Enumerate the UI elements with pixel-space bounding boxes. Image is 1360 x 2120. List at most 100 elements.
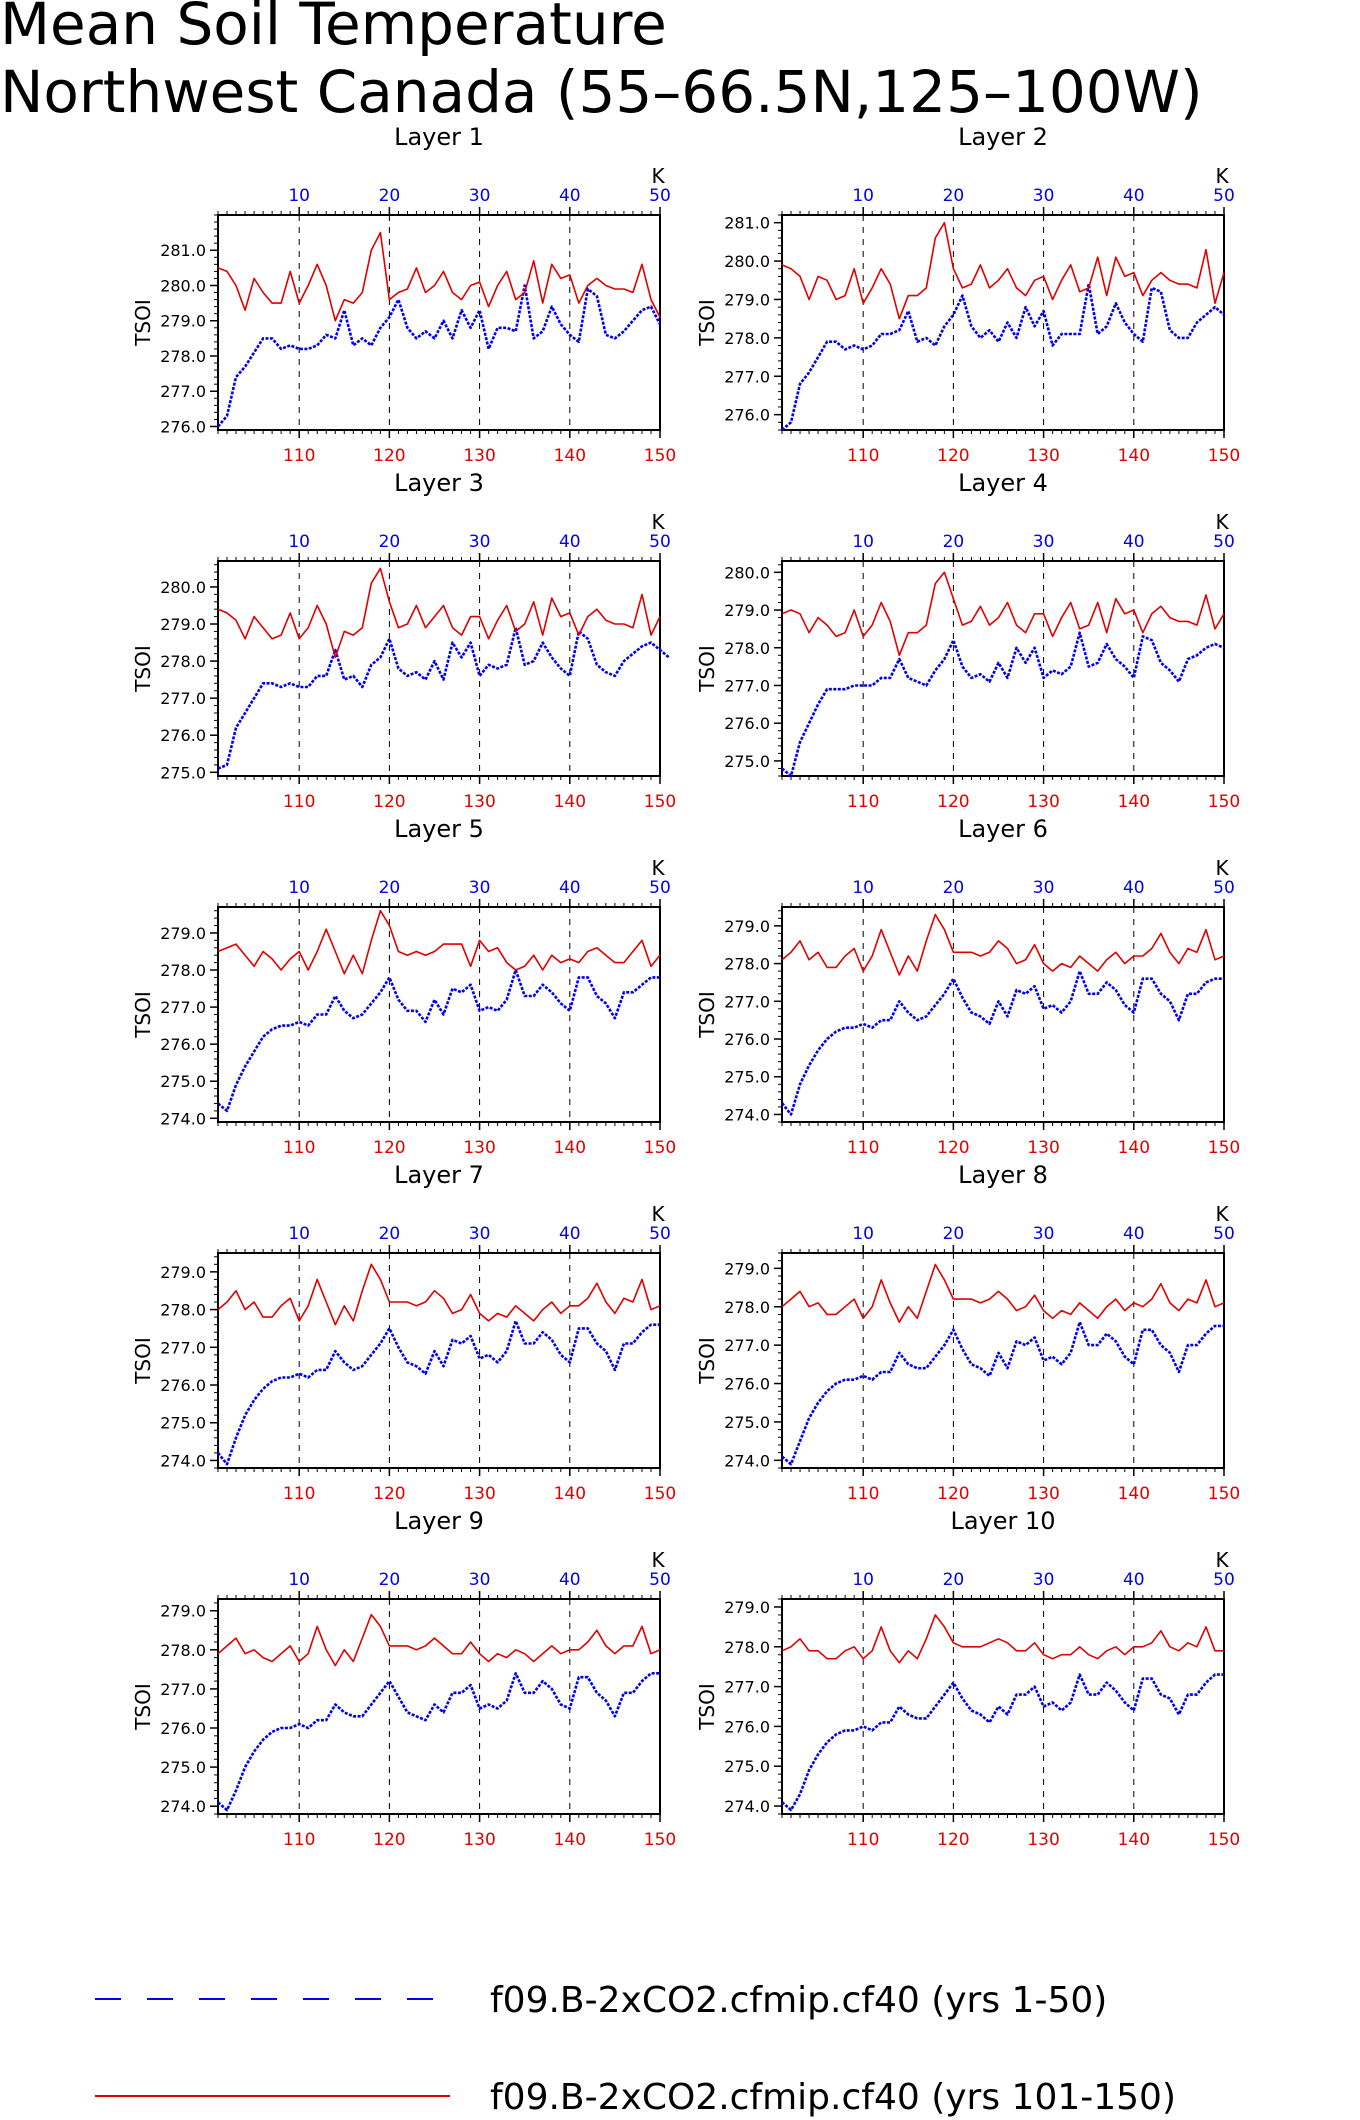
plot-frame [781, 1598, 1225, 1815]
y-tick-label: 278.0 [160, 347, 206, 366]
y-axis-label: TSOI [695, 645, 719, 693]
x-tick-label-top: 10 [288, 1224, 310, 1244]
y-tick-label: 275.0 [160, 1758, 206, 1777]
top-axis-label: K [1215, 164, 1229, 188]
plot-frame [781, 906, 1225, 1123]
x-tick-label-top: 20 [379, 186, 401, 206]
x-tick-label-top: 50 [649, 532, 671, 552]
figure-title-line2: Northwest Canada (55–66.5N,125–100W) [0, 58, 1203, 126]
panel-layer-1: Layer 1 276.0 277.0 278.0 279.0 280.0 281.0 TSO… [131, 123, 676, 466]
x-tick-label-bottom: 110 [283, 792, 315, 812]
series-line-yrs-101-150 [781, 571, 1225, 657]
x-tick-label-top: 50 [1213, 186, 1235, 206]
y-tick-label: 277.0 [160, 998, 206, 1017]
x-tick-label-top: 40 [1123, 878, 1145, 898]
y-tick-label: 276.0 [724, 1375, 770, 1394]
x-tick-label-top: 10 [288, 878, 310, 898]
y-tick-label: 276.0 [160, 417, 206, 436]
x-tick-label-bottom: 120 [937, 1484, 969, 1504]
series-line-yrs-1-50 [217, 284, 662, 428]
y-axis-label: TSOI [131, 1683, 155, 1731]
x-tick-label-bottom: 110 [847, 792, 879, 812]
y-tick-label: 278.0 [724, 1638, 770, 1657]
y-tick-label: 275.0 [724, 752, 770, 771]
panel-title: Layer 7 [394, 1161, 484, 1189]
top-axis-label: K [651, 1548, 665, 1572]
x-tick-label-bottom: 140 [554, 792, 586, 812]
x-tick-label-bottom: 110 [283, 446, 315, 466]
series-line-yrs-101-150 [781, 913, 1225, 976]
series-line-yrs-101-150 [781, 1614, 1224, 1664]
y-tick-label: 277.0 [724, 992, 770, 1011]
x-tick-label-top: 20 [943, 186, 965, 206]
top-axis-label: K [651, 164, 665, 188]
x-tick-label-bottom: 130 [1027, 792, 1059, 812]
x-tick-label-top: 50 [1213, 878, 1235, 898]
panel-title: Layer 6 [958, 815, 1048, 843]
series-line-yrs-1-50 [217, 968, 660, 1113]
x-tick-label-top: 20 [943, 532, 965, 552]
x-tick-label-top: 40 [1123, 186, 1145, 206]
x-tick-label-top: 10 [852, 186, 874, 206]
x-tick-label-bottom: 140 [1118, 446, 1150, 466]
x-tick-label-bottom: 130 [463, 446, 495, 466]
x-tick-label-top: 10 [852, 878, 874, 898]
y-tick-label: 279.0 [724, 1598, 770, 1617]
panel-title: Layer 8 [958, 1161, 1048, 1189]
y-tick-label: 279.0 [160, 1602, 206, 1621]
x-tick-label-top: 50 [649, 186, 671, 206]
panels: Layer 1 276.0 277.0 278.0 279.0 280.0 281.0 TSO… [131, 123, 1240, 1850]
legend-label-red: f09.B-2xCO2.cfmip.cf40 (yrs 101-150) [490, 2077, 1176, 2118]
series-line-yrs-1-50 [781, 1320, 1224, 1466]
y-tick-label: 278.0 [724, 1298, 770, 1317]
panel-layer-5: Layer 5 274.0 275.0 276.0 277.0 278.0 279.0 TSO… [131, 815, 676, 1158]
top-axis-label: K [651, 510, 665, 534]
x-tick-label-top: 30 [469, 1224, 491, 1244]
x-tick-label-top: 20 [379, 532, 401, 552]
x-tick-label-bottom: 110 [847, 1830, 879, 1850]
x-tick-label-top: 50 [1213, 1570, 1235, 1590]
x-tick-label-bottom: 150 [644, 1484, 676, 1504]
panel-title: Layer 1 [394, 123, 484, 151]
plot-frame [217, 906, 661, 1123]
x-tick-label-bottom: 140 [554, 1830, 586, 1850]
y-tick-label: 274.0 [724, 1451, 770, 1470]
x-tick-label-bottom: 110 [847, 446, 879, 466]
x-tick-label-bottom: 150 [1208, 1484, 1240, 1504]
y-axis-label: TSOI [695, 1683, 719, 1731]
x-tick-label-top: 10 [288, 1570, 310, 1590]
x-tick-label-top: 20 [943, 878, 965, 898]
series-line-yrs-101-150 [217, 567, 661, 659]
x-tick-label-bottom: 140 [554, 446, 586, 466]
y-tick-label: 276.0 [160, 1719, 206, 1738]
x-tick-label-top: 30 [469, 186, 491, 206]
x-tick-label-top: 10 [852, 532, 874, 552]
x-tick-label-bottom: 110 [283, 1484, 315, 1504]
x-tick-label-bottom: 150 [644, 1138, 676, 1158]
top-axis-label: K [1215, 856, 1229, 880]
x-tick-label-bottom: 120 [373, 792, 405, 812]
series-line-yrs-1-50 [781, 282, 1225, 431]
x-tick-label-top: 20 [943, 1224, 965, 1244]
x-tick-label-top: 20 [379, 1224, 401, 1244]
x-tick-label-top: 40 [559, 878, 581, 898]
panel-layer-2: Layer 2 276.0 277.0 278.0 279.0 280.0 281.0 TSO… [695, 123, 1240, 466]
series-line-yrs-101-150 [217, 1613, 661, 1667]
x-tick-label-bottom: 130 [1027, 1830, 1059, 1850]
y-tick-label: 275.0 [160, 763, 206, 782]
y-axis-label: TSOI [131, 645, 155, 693]
series-line-yrs-101-150 [217, 1263, 661, 1326]
x-tick-label-top: 40 [1123, 1224, 1145, 1244]
x-tick-label-bottom: 150 [1208, 792, 1240, 812]
x-tick-label-bottom: 150 [1208, 1138, 1240, 1158]
y-tick-label: 274.0 [724, 1797, 770, 1816]
legend-label-blue: f09.B-2xCO2.cfmip.cf40 (yrs 1-50) [490, 1980, 1107, 2021]
x-tick-label-top: 40 [1123, 532, 1145, 552]
y-tick-label: 277.0 [160, 689, 206, 708]
y-tick-label: 277.0 [724, 1678, 770, 1697]
y-tick-label: 275.0 [724, 1757, 770, 1776]
y-tick-label: 277.0 [724, 676, 770, 695]
x-tick-label-bottom: 110 [283, 1138, 315, 1158]
x-tick-label-bottom: 120 [937, 792, 969, 812]
